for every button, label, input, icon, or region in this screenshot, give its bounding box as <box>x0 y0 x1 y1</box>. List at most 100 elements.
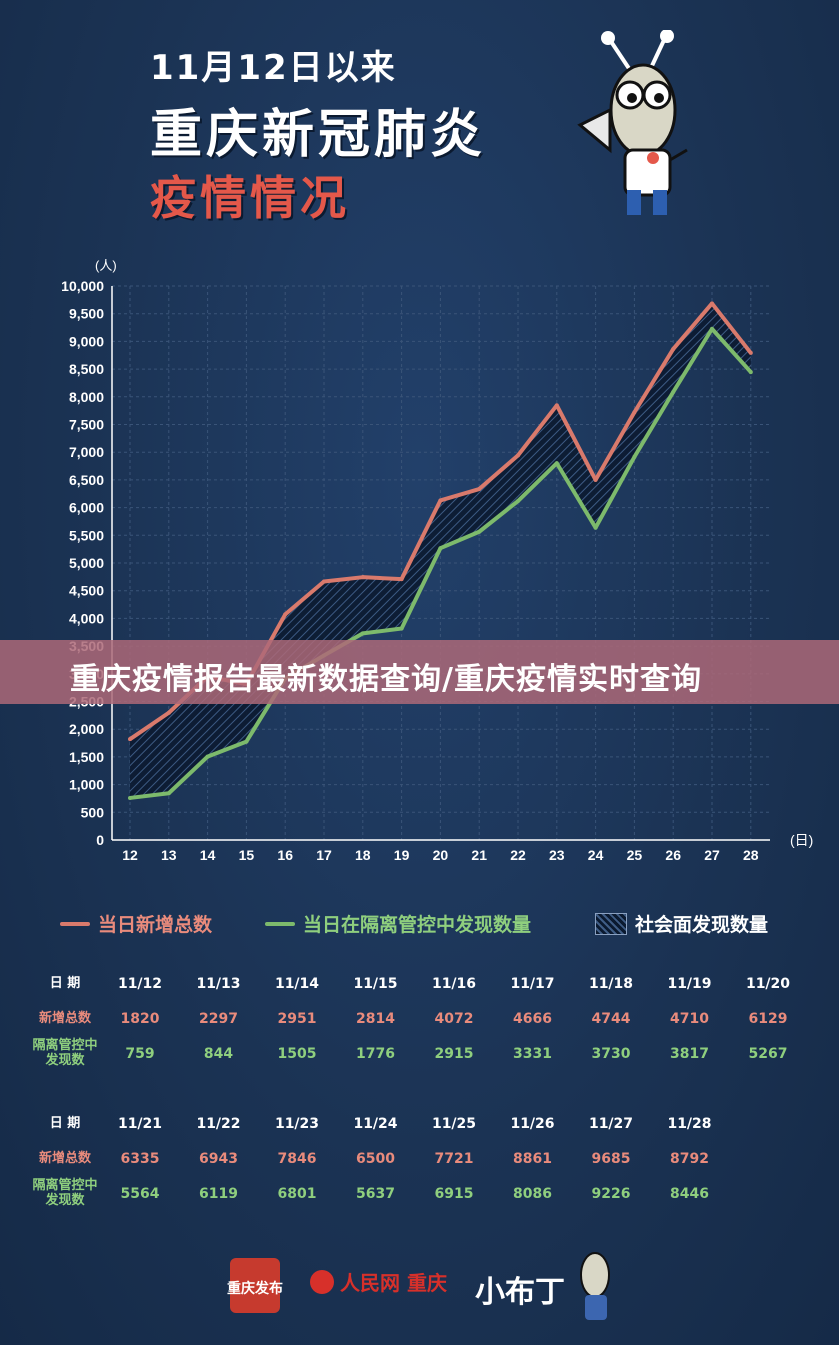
x-tick-label: 18 <box>355 847 371 863</box>
x-tick-label: 16 <box>277 847 293 863</box>
table-cell: 11/25 <box>431 1116 477 1132</box>
data-point <box>632 410 637 415</box>
y-unit-label: (人) <box>95 258 117 273</box>
table-cell: 759 <box>125 1046 155 1062</box>
y-tick-label: 2,000 <box>69 721 104 737</box>
footer-logo-xiaobuding: 小布丁 <box>475 1275 565 1310</box>
table-cell: 6915 <box>434 1186 474 1202</box>
table-cell: 11/26 <box>510 1116 555 1132</box>
data-point <box>671 347 676 352</box>
x-tick-label: 19 <box>394 847 410 863</box>
x-tick-label: 17 <box>316 847 332 863</box>
data-point <box>554 403 559 408</box>
table-cell: 6119 <box>199 1186 238 1202</box>
y-tick-label: 7,500 <box>69 417 104 433</box>
x-tick-label: 14 <box>200 847 216 863</box>
x-tick-label: 24 <box>588 847 604 863</box>
footer-logo-release: 重庆发布 <box>227 1280 283 1297</box>
table-cell: 8446 <box>670 1186 709 1202</box>
x-tick-label: 25 <box>627 847 643 863</box>
table-cell: 9685 <box>591 1151 631 1167</box>
data-point <box>671 390 676 395</box>
table-cell: 3817 <box>670 1046 709 1062</box>
data-point <box>322 579 326 584</box>
legend-label-community: 社会面发现数量 <box>635 914 769 936</box>
table-date-row: 日 期 11/12 11/13 11/14 11/15 11/16 11/17 11/18 11… <box>30 970 830 1000</box>
data-point <box>632 454 637 459</box>
y-tick-label: 500 <box>81 804 105 820</box>
table-row-label: 隔离管控中发现数 <box>32 1038 98 1068</box>
legend-item-quarantine: 当日在隔离管控中发现数量 <box>265 910 531 937</box>
table-row-label: 新增总数 <box>38 1151 91 1166</box>
data-table: 日 期 11/12 11/13 11/14 11/15 11/16 11/17 11/18 11… <box>30 970 830 1080</box>
table-cell: 11/18 <box>588 976 634 992</box>
data-table: 日 期 11/21 11/22 11/23 11/24 11/25 11/26 11/27 11… <box>30 1110 830 1220</box>
table-cell: 11/28 <box>667 1116 712 1132</box>
small-mascot-icon <box>580 1252 610 1298</box>
table-cell: 11/20 <box>745 976 791 992</box>
y-tick-label: 9,000 <box>69 333 104 349</box>
y-tick-label: 4,500 <box>69 583 104 599</box>
table-cell: 11/16 <box>431 976 477 992</box>
banner-text: 重庆疫情报告最新数据查询/重庆疫情实时查询 <box>70 662 702 697</box>
table-cell: 2951 <box>277 1011 317 1027</box>
table-cell: 2297 <box>199 1011 238 1027</box>
legend-label-quarantine: 当日在隔离管控中发现数量 <box>303 914 532 936</box>
table-cell: 11/21 <box>117 1116 163 1132</box>
small-mascot-body-icon <box>585 1295 607 1320</box>
y-tick-label: 9,500 <box>69 306 104 322</box>
y-tick-label: 8,500 <box>69 361 104 377</box>
y-tick-label: 1,500 <box>69 749 104 765</box>
table-cell: 4744 <box>591 1011 631 1027</box>
table-cell: 5564 <box>120 1186 160 1202</box>
y-tick-label: 8,000 <box>69 389 104 405</box>
table-cell: 5267 <box>748 1046 788 1062</box>
table-cell: 7846 <box>277 1151 317 1167</box>
legend-item-community: 社会面发现数量 <box>595 910 768 937</box>
data-point <box>477 487 482 492</box>
x-tick-label: 23 <box>549 847 565 863</box>
footer-logos: 重庆发布 人民网 重庆 小布丁 <box>227 1252 610 1320</box>
table-cell: 11/17 <box>510 976 555 992</box>
table-cell: 11/27 <box>588 1116 634 1132</box>
y-tick-label: 1,000 <box>69 777 104 793</box>
title-date-line: 11月12日以来 <box>150 48 397 88</box>
table-cell: 11/19 <box>667 976 712 992</box>
data-point <box>748 370 753 375</box>
table-cell: 1776 <box>356 1046 395 1062</box>
table-cell: 11/24 <box>353 1116 398 1132</box>
data-point <box>710 326 714 331</box>
data-point <box>516 453 520 458</box>
table-row-label: 新增总数 <box>38 1011 91 1026</box>
data-point <box>593 477 598 482</box>
table-cell: 7721 <box>434 1151 474 1167</box>
data-point <box>710 301 714 306</box>
x-tick-label: 26 <box>665 847 681 863</box>
table-cell: 4666 <box>513 1011 552 1027</box>
table-cell: 8792 <box>670 1151 709 1167</box>
y-tick-label: 5,000 <box>69 555 104 571</box>
data-point <box>166 791 171 796</box>
peoples-net-logo-icon <box>310 1270 334 1294</box>
y-tick-label: 7,000 <box>69 444 104 460</box>
table-cell: 11/13 <box>196 976 241 992</box>
legend-swatch-community <box>595 912 627 935</box>
y-tick-label: 5,500 <box>69 527 104 543</box>
y-tick-label: 0 <box>96 832 104 848</box>
table-cell: 11/15 <box>353 976 398 992</box>
x-tick-label: 22 <box>510 847 526 863</box>
data-point <box>360 631 365 636</box>
table-total-row: 新增总数 1820 2297 2951 2814 4072 4666 4744 4710 6129 <box>30 1005 830 1035</box>
table-quarantine-row: 隔离管控中发现数 759 844 1505 1776 2915 3331 3730 3817 52… <box>30 1038 830 1070</box>
data-point <box>477 529 482 534</box>
table-cell: 1505 <box>277 1046 317 1062</box>
table-cell: 844 <box>203 1046 234 1062</box>
x-tick-label: 13 <box>161 847 177 863</box>
table-cell: 6500 <box>356 1151 395 1167</box>
table-cell: 2814 <box>356 1011 395 1027</box>
table-cell: 8861 <box>513 1151 552 1167</box>
chongqing-release-logo-icon <box>230 1258 280 1313</box>
table-cell: 1820 <box>120 1011 160 1027</box>
data-point <box>438 498 443 503</box>
x-tick-label: 12 <box>122 847 138 863</box>
